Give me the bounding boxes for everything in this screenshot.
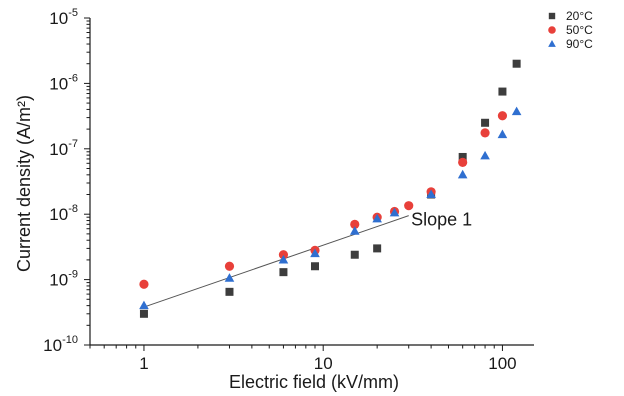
legend-item: 90°C <box>548 37 593 51</box>
data-point <box>512 59 521 68</box>
y-tick-label: 10-10 <box>43 334 78 355</box>
data-point <box>310 262 319 271</box>
data-point <box>349 226 360 235</box>
data-point <box>389 207 400 217</box>
data-point <box>457 169 468 179</box>
legend: 20°C50°C90°C <box>548 9 593 51</box>
data-point <box>498 87 507 96</box>
x-tick-label: 10 <box>314 354 333 373</box>
y-tick-label: 10-8 <box>49 203 78 224</box>
data-point <box>139 279 149 289</box>
data-point <box>373 244 382 253</box>
data-point <box>225 287 234 296</box>
data-point <box>426 189 436 199</box>
data-point <box>279 268 288 277</box>
legend-item: 20°C <box>548 9 593 23</box>
data-point <box>511 106 522 116</box>
y-axis-label: Current density (A/m²) <box>14 95 34 272</box>
data-points <box>139 59 522 318</box>
data-point <box>278 254 289 264</box>
data-point <box>480 128 490 138</box>
x-tick-label: 1 <box>139 354 148 373</box>
y-tick-label: 10-7 <box>49 138 78 159</box>
legend-marker <box>548 12 556 20</box>
data-point <box>497 111 508 121</box>
legend-label: 50°C <box>566 23 593 37</box>
x-axis-ticks: 1 10 100 <box>89 345 517 373</box>
data-point <box>310 248 320 258</box>
fit-line-group <box>143 215 409 308</box>
series-triangle <box>139 106 522 310</box>
data-point <box>458 157 468 167</box>
fit-line <box>143 215 409 308</box>
data-point <box>350 219 360 229</box>
data-point <box>372 213 382 223</box>
legend-label: 20°C <box>566 9 593 23</box>
data-point <box>350 250 359 259</box>
series-circle <box>139 111 508 289</box>
data-point <box>139 300 149 310</box>
data-point <box>278 250 289 260</box>
y-tick-label: 10-6 <box>49 72 78 93</box>
data-point <box>224 261 235 271</box>
legend-label: 90°C <box>566 37 593 51</box>
plot-frame <box>89 18 534 346</box>
data-point <box>404 201 414 211</box>
legend-marker <box>548 26 556 34</box>
y-tick-label: 10-9 <box>49 269 78 290</box>
data-point <box>224 273 235 282</box>
data-point <box>481 118 490 127</box>
legend-item: 50°C <box>548 23 593 37</box>
y-tick-label: 10-5 <box>49 7 78 28</box>
series-square <box>139 59 521 318</box>
legend-marker <box>548 39 556 47</box>
y-axis-ticks: 10-10 10-9 10-8 10-7 10-6 10-5 <box>43 7 90 355</box>
data-point <box>480 150 490 160</box>
data-point <box>139 309 148 318</box>
x-tick-label: 100 <box>488 354 516 373</box>
data-point <box>497 129 508 139</box>
x-axis-label: Electric field (kV/mm) <box>229 372 399 392</box>
slope-annotation: Slope 1 <box>411 210 472 230</box>
data-point <box>458 152 467 161</box>
